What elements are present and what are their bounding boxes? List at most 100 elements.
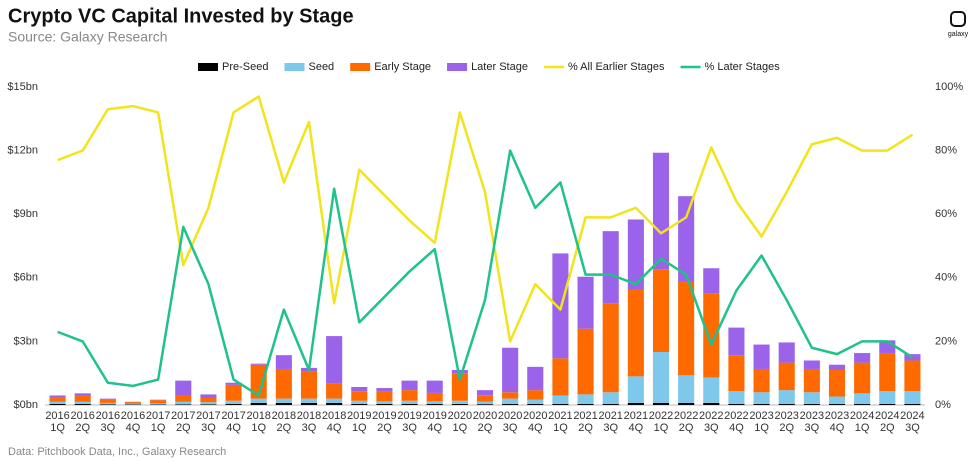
bar-segment xyxy=(602,303,619,393)
legend-label: % All Earlier Stages xyxy=(568,61,665,73)
bar-segment xyxy=(275,368,292,399)
bar-segment xyxy=(577,328,594,395)
bar-segment xyxy=(879,391,896,404)
bar-segment xyxy=(401,380,418,391)
bar-segment xyxy=(527,403,544,405)
bar-segment xyxy=(351,403,368,405)
bar-segment xyxy=(778,342,795,363)
bar-segment xyxy=(150,403,167,405)
x-tick-label: 2021 3Q xyxy=(598,410,623,434)
bar-segment xyxy=(577,394,594,404)
bar-segment xyxy=(753,392,770,404)
bar-segment xyxy=(577,403,594,405)
bar-segment xyxy=(652,152,670,270)
legend-label: Later Stage xyxy=(471,61,528,73)
bar-segment xyxy=(502,403,519,405)
logo-icon xyxy=(950,11,966,27)
bar-segment xyxy=(577,276,594,329)
x-tick-label: 2017 2Q xyxy=(171,410,196,434)
bar-segment xyxy=(74,393,91,396)
bar-segment xyxy=(753,403,770,405)
x-tick-label: 2017 3Q xyxy=(196,410,221,434)
x-tick-label: 2016 1Q xyxy=(45,410,70,434)
x-tick-label: 2020 4Q xyxy=(523,410,548,434)
bar-segment xyxy=(376,391,393,402)
bar-segment xyxy=(703,377,720,403)
bar-segment xyxy=(401,403,418,405)
bar-segment xyxy=(225,384,242,401)
bar-segment xyxy=(225,382,242,385)
bar-segment xyxy=(326,398,343,403)
bar-segment xyxy=(451,400,468,404)
bar-segment xyxy=(49,401,66,404)
legend-swatch xyxy=(284,63,305,71)
bar-segment xyxy=(652,269,670,352)
bar-segment xyxy=(200,404,217,405)
x-tick-label: 2022 3Q xyxy=(699,410,724,434)
bar-segment xyxy=(728,391,745,404)
bar-segment xyxy=(150,400,167,404)
bar-segment xyxy=(602,403,619,405)
bar-segment xyxy=(703,293,720,378)
bar-segment xyxy=(476,404,494,405)
legend-label: Seed xyxy=(308,61,334,73)
bar-segment xyxy=(74,403,91,405)
bar-segment xyxy=(275,355,292,369)
bar-segment xyxy=(527,399,544,404)
legend-swatch xyxy=(198,63,218,71)
y2-tick-label: 60% xyxy=(935,208,957,220)
bar-segment xyxy=(49,397,66,402)
bar-segment xyxy=(803,392,820,404)
bar-segment xyxy=(652,402,670,405)
x-tick-label: 2022 1Q xyxy=(648,410,674,434)
y2-tick-label: 20% xyxy=(935,335,957,347)
bar-segment xyxy=(250,402,267,405)
x-tick-label: 2017 1Q xyxy=(145,410,171,434)
x-tick-label: 2021 1Q xyxy=(548,410,573,434)
bar-segment xyxy=(552,403,569,405)
legend-label: Early Stage xyxy=(374,61,431,73)
bar-segment xyxy=(652,352,670,403)
bar-segment xyxy=(854,362,871,394)
bar-segment xyxy=(627,219,644,290)
x-tick-label: 2016 2Q xyxy=(70,410,95,434)
x-tick-label: 2022 4Q xyxy=(724,410,749,434)
x-tick-label: 2020 1Q xyxy=(447,410,473,434)
bar-segment xyxy=(476,401,494,405)
x-tick-label: 2018 3Q xyxy=(296,410,322,434)
logo-text: galaxy xyxy=(948,31,969,38)
x-tick-label: 2023 3Q xyxy=(799,410,825,434)
bar-segment xyxy=(200,398,217,403)
bar-segment xyxy=(376,403,393,405)
bar-segment xyxy=(401,400,418,404)
bar-segment xyxy=(728,403,745,405)
bar-segment xyxy=(502,347,519,393)
bar-segment xyxy=(753,368,770,393)
bar-segment xyxy=(175,395,192,402)
bar-segment xyxy=(451,403,468,405)
x-tick-label: 2023 2Q xyxy=(774,410,799,434)
y-tick-label: $0bn xyxy=(14,399,38,411)
bar-segment xyxy=(602,392,619,404)
bar-segment xyxy=(326,402,343,405)
bar-segment xyxy=(828,370,846,397)
bar-segment xyxy=(426,401,443,404)
bar-segment xyxy=(728,327,745,356)
bar-segment xyxy=(451,370,468,374)
x-tick-label: 2016 4Q xyxy=(120,410,146,434)
bar-segment xyxy=(200,394,217,399)
bar-segment xyxy=(300,398,318,403)
y2-tick-label: 100% xyxy=(935,81,963,93)
y2-tick-label: 40% xyxy=(935,272,957,284)
x-tick-label: 2021 4Q xyxy=(623,410,649,434)
bar-segment xyxy=(426,380,443,393)
bar-segment xyxy=(828,396,846,404)
x-tick-label: 2017 4Q xyxy=(221,410,246,434)
bar-segment xyxy=(904,391,921,404)
bar-segment xyxy=(552,395,569,404)
x-tick-label: 2018 4Q xyxy=(321,410,347,434)
bar-segment xyxy=(678,282,695,376)
bar-segment xyxy=(300,371,318,399)
bar-segment xyxy=(803,368,820,393)
bar-segment xyxy=(803,360,820,369)
